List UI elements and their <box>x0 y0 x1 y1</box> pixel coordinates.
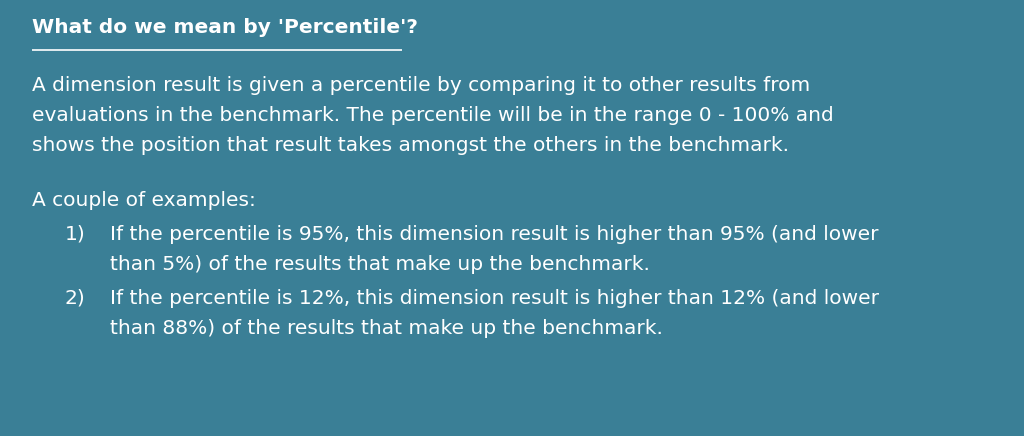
Text: What do we mean by 'Percentile'?: What do we mean by 'Percentile'? <box>32 18 418 37</box>
Text: If the percentile is 12%, this dimension result is higher than 12% (and lower: If the percentile is 12%, this dimension… <box>110 289 879 308</box>
Text: A couple of examples:: A couple of examples: <box>32 191 256 210</box>
Text: 2): 2) <box>65 289 86 308</box>
Text: A dimension result is given a percentile by comparing it to other results from: A dimension result is given a percentile… <box>32 76 810 95</box>
Text: evaluations in the benchmark. The percentile will be in the range 0 - 100% and: evaluations in the benchmark. The percen… <box>32 106 834 125</box>
Text: than 88%) of the results that make up the benchmark.: than 88%) of the results that make up th… <box>110 319 663 338</box>
Text: than 5%) of the results that make up the benchmark.: than 5%) of the results that make up the… <box>110 255 650 274</box>
Text: shows the position that result takes amongst the others in the benchmark.: shows the position that result takes amo… <box>32 136 790 155</box>
Text: 1): 1) <box>65 225 86 244</box>
Text: If the percentile is 95%, this dimension result is higher than 95% (and lower: If the percentile is 95%, this dimension… <box>110 225 879 244</box>
